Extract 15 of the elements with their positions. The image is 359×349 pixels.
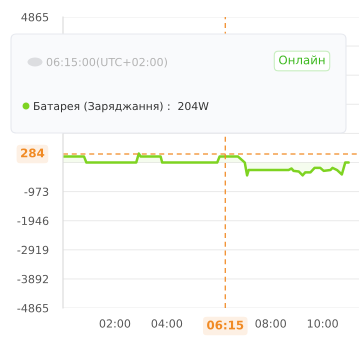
- y-tick-label: -4865: [17, 304, 48, 312]
- x-tick-label: 02:00: [100, 319, 130, 328]
- ref-line-label: 284: [21, 148, 44, 158]
- ref-line-label: 06:15: [207, 320, 244, 330]
- x-tick-label: 08:00: [255, 319, 286, 328]
- x-tick-label: 10:00: [308, 319, 338, 328]
- annotation: Батарея (Заряджання) : 204W: [34, 102, 209, 112]
- y-tick-label: -973: [24, 188, 48, 196]
- y-tick-label: -2919: [17, 246, 48, 254]
- x-tick-label: 04:00: [152, 319, 182, 328]
- annotation: Онлайн: [279, 55, 325, 64]
- annotation: 06:15:00(UTC+02:00): [46, 58, 167, 68]
- y-tick-label: -1946: [17, 216, 48, 226]
- y-tick-label: 4865: [21, 12, 48, 22]
- y-tick-label: -3892: [17, 274, 48, 284]
